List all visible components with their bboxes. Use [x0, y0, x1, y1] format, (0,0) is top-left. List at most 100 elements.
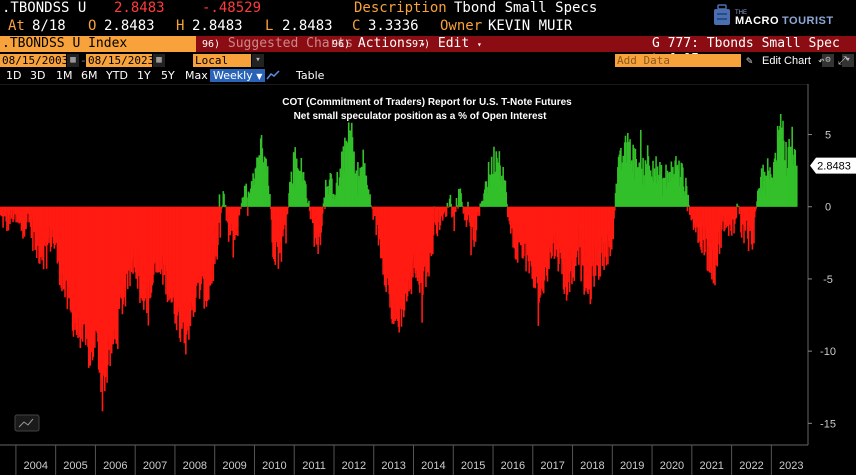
bar: [453, 206, 456, 232]
frequency-select[interactable]: Weekly ▼: [210, 69, 266, 82]
bar: [440, 206, 443, 217]
bar: [220, 206, 222, 214]
edit-menu[interactable]: 97) Edit ▾: [412, 36, 482, 51]
high-value: 2.8483: [192, 18, 243, 34]
bar: [457, 206, 459, 209]
bar: [2, 206, 4, 228]
chart-type-icon[interactable]: [14, 414, 40, 432]
last-value-marker: 2.8483: [810, 157, 856, 174]
bar: [432, 206, 435, 236]
bar: [30, 206, 33, 238]
bar: [34, 206, 37, 250]
bar: [795, 165, 798, 207]
bar: [470, 206, 472, 256]
bar: [285, 206, 287, 244]
bar: [485, 181, 488, 207]
bar: [456, 205, 459, 207]
start-date-input[interactable]: 08/15/2003: [0, 54, 69, 67]
bar: [362, 149, 365, 207]
period-6m[interactable]: 6M: [81, 69, 98, 82]
bar: [753, 206, 755, 244]
date-value: 8/18: [32, 18, 66, 34]
chevron-down-icon[interactable]: ▾: [252, 54, 264, 67]
calendar-icon[interactable]: ▦: [153, 54, 165, 67]
end-date-input[interactable]: 08/15/2023: [86, 54, 155, 67]
undo-icon[interactable]: ↶: [818, 54, 825, 67]
chart-title: COT (Commitment of Traders) Report for U…: [282, 97, 572, 108]
x-tick-label: 2017: [540, 460, 564, 472]
bar: [609, 206, 612, 257]
bar: [224, 205, 227, 207]
x-tick-label: 2015: [461, 460, 485, 472]
x-tick-label: 2009: [222, 460, 246, 472]
y-tick-label: -10: [820, 346, 836, 358]
bars: [0, 114, 798, 412]
last-price: 2.8483: [114, 0, 165, 16]
x-tick-label: 2013: [381, 460, 405, 472]
bar: [736, 203, 738, 207]
bar: [7, 206, 10, 231]
logo-tourist: TOURIST: [782, 15, 834, 27]
bar: [433, 206, 436, 207]
bar: [613, 206, 615, 219]
bar: [449, 194, 452, 207]
period-5y[interactable]: 5Y: [161, 69, 175, 82]
bar: [370, 205, 372, 207]
bar: [455, 198, 458, 207]
logo-the: THE: [735, 10, 747, 16]
bar: [763, 171, 766, 207]
bar: [461, 205, 464, 207]
security-field[interactable]: .TBONDSS U Index: [0, 36, 196, 52]
period-ytd[interactable]: YTD: [106, 69, 128, 82]
bar: [10, 206, 13, 219]
bar: [9, 206, 11, 225]
edit-chart-button[interactable]: Edit Chart: [762, 55, 811, 67]
last-value-tag: [810, 157, 856, 174]
bar: [237, 206, 239, 236]
high-label: H: [176, 18, 185, 34]
bar: [450, 203, 452, 207]
last-value-label: 2.8483: [817, 161, 851, 173]
calendar-icon[interactable]: ▦: [67, 54, 79, 67]
x-tick-label: 2008: [183, 460, 207, 472]
x-tick-label: 2020: [660, 460, 684, 472]
expand-icon[interactable]: ⤢: [838, 54, 847, 67]
bar: [305, 198, 308, 207]
y-tick-label: -15: [820, 418, 836, 430]
gear-icon[interactable]: ⚙: [822, 54, 834, 67]
suggested-charts-menu[interactable]: 96) Suggested Charts: [202, 36, 354, 51]
open-label: O: [88, 18, 97, 34]
bar: [718, 206, 721, 255]
x-tick-label: 2004: [24, 460, 48, 472]
chevron-down-icon[interactable]: ▾: [842, 54, 854, 67]
bar: [760, 168, 763, 207]
actions-menu[interactable]: 96) Actions ▾: [332, 36, 426, 51]
bar: [321, 206, 323, 227]
chart-name: G 777: Tbonds Small Spec %of OI: [652, 36, 840, 67]
bar: [655, 156, 657, 207]
ticker-label: .TBONDSS U: [2, 0, 87, 16]
currency-select[interactable]: Local CCY: [193, 54, 251, 81]
period-1y[interactable]: 1Y: [137, 69, 151, 82]
bar: [223, 193, 225, 207]
period-max[interactable]: Max: [185, 69, 208, 82]
period-1d[interactable]: 1D: [6, 69, 22, 82]
table-button[interactable]: Table: [296, 69, 325, 82]
low-label: L: [265, 18, 274, 34]
bar: [473, 206, 475, 247]
line-chart-icon[interactable]: [266, 69, 280, 82]
range-dash: -: [80, 54, 87, 67]
add-data-input[interactable]: Add Data: [615, 54, 741, 67]
bar: [313, 206, 316, 247]
pencil-icon[interactable]: ✎: [746, 54, 753, 67]
bar: [286, 206, 289, 215]
bar: [323, 197, 326, 207]
bar: [466, 206, 469, 221]
period-3d[interactable]: 3D: [30, 69, 46, 82]
bar: [309, 206, 312, 220]
period-1m[interactable]: 1M: [56, 69, 73, 82]
x-tick-label: 2016: [501, 460, 525, 472]
bar: [220, 206, 223, 209]
bar: [685, 186, 688, 207]
bar: [737, 206, 739, 208]
